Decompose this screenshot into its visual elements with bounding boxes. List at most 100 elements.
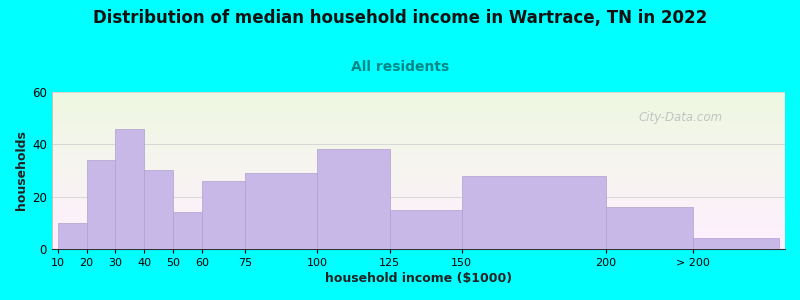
- Bar: [52, 227, 785, 228]
- Text: City-Data.com: City-Data.com: [638, 111, 722, 124]
- Bar: [52, 120, 785, 122]
- Bar: [52, 220, 785, 222]
- Bar: [52, 183, 785, 184]
- Bar: [52, 112, 785, 114]
- Bar: [52, 178, 785, 180]
- Bar: [52, 196, 785, 197]
- Bar: [52, 101, 785, 103]
- Bar: [52, 216, 785, 218]
- Bar: [52, 94, 785, 95]
- Bar: [52, 186, 785, 188]
- Bar: [52, 205, 785, 206]
- Bar: [52, 97, 785, 98]
- Bar: [52, 139, 785, 141]
- Bar: [52, 218, 785, 219]
- Bar: [52, 232, 785, 233]
- Bar: [693, 238, 779, 249]
- Bar: [52, 166, 785, 167]
- Bar: [52, 111, 785, 112]
- Bar: [52, 122, 785, 123]
- Bar: [52, 163, 785, 164]
- Bar: [390, 210, 462, 249]
- Bar: [52, 225, 785, 227]
- Bar: [52, 192, 785, 194]
- Bar: [52, 127, 785, 128]
- Bar: [52, 136, 785, 137]
- Bar: [52, 189, 785, 191]
- Bar: [52, 197, 785, 199]
- Bar: [462, 176, 606, 249]
- Bar: [52, 153, 785, 155]
- Bar: [52, 108, 785, 109]
- Bar: [52, 182, 785, 183]
- Bar: [52, 159, 785, 161]
- Bar: [52, 106, 785, 108]
- Bar: [58, 223, 86, 249]
- Bar: [52, 246, 785, 247]
- Bar: [52, 194, 785, 196]
- X-axis label: household income ($1000): household income ($1000): [325, 272, 512, 285]
- Bar: [52, 103, 785, 104]
- Bar: [52, 131, 785, 133]
- Bar: [52, 228, 785, 230]
- Bar: [52, 202, 785, 203]
- Bar: [52, 114, 785, 116]
- Bar: [173, 212, 202, 249]
- Bar: [52, 177, 785, 178]
- Bar: [52, 141, 785, 142]
- Bar: [52, 161, 785, 163]
- Bar: [52, 144, 785, 145]
- Bar: [144, 170, 173, 249]
- Bar: [52, 172, 785, 173]
- Bar: [52, 156, 785, 158]
- Bar: [52, 145, 785, 147]
- Bar: [52, 92, 785, 94]
- Bar: [52, 134, 785, 136]
- Bar: [52, 247, 785, 249]
- Bar: [52, 117, 785, 119]
- Bar: [52, 230, 785, 232]
- Bar: [52, 142, 785, 144]
- Bar: [318, 149, 390, 249]
- Bar: [52, 123, 785, 125]
- Bar: [52, 137, 785, 139]
- Bar: [52, 239, 785, 241]
- Bar: [52, 208, 785, 210]
- Bar: [52, 98, 785, 100]
- Bar: [52, 133, 785, 134]
- Bar: [52, 100, 785, 101]
- Bar: [52, 130, 785, 131]
- Bar: [52, 148, 785, 150]
- Bar: [52, 211, 785, 213]
- Bar: [52, 150, 785, 152]
- Bar: [52, 213, 785, 214]
- Bar: [52, 206, 785, 208]
- Bar: [52, 236, 785, 238]
- Bar: [246, 173, 318, 249]
- Bar: [52, 184, 785, 186]
- Bar: [52, 199, 785, 200]
- Bar: [52, 116, 785, 117]
- Bar: [52, 95, 785, 97]
- Bar: [52, 210, 785, 211]
- Bar: [52, 219, 785, 220]
- Bar: [115, 129, 144, 249]
- Bar: [86, 160, 115, 249]
- Bar: [52, 233, 785, 235]
- Bar: [202, 181, 246, 249]
- Bar: [52, 242, 785, 244]
- Bar: [52, 125, 785, 127]
- Bar: [52, 170, 785, 172]
- Bar: [52, 200, 785, 202]
- Bar: [52, 191, 785, 192]
- Bar: [606, 207, 693, 249]
- Bar: [52, 180, 785, 182]
- Bar: [52, 241, 785, 242]
- Bar: [52, 119, 785, 120]
- Bar: [52, 109, 785, 111]
- Bar: [52, 169, 785, 170]
- Bar: [52, 164, 785, 166]
- Bar: [52, 155, 785, 156]
- Bar: [52, 222, 785, 224]
- Y-axis label: households: households: [15, 130, 28, 210]
